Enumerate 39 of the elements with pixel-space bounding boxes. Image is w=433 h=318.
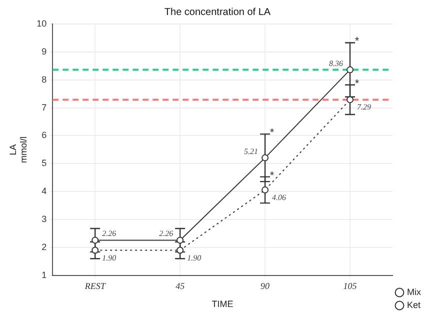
point bbox=[176, 246, 184, 254]
annotation: * bbox=[354, 78, 360, 90]
x-axis-title: TIME bbox=[212, 299, 234, 310]
x-tick-label: 105 bbox=[343, 281, 358, 292]
y-tick-label: 7 bbox=[42, 102, 47, 112]
y-tick-label: 1 bbox=[42, 270, 47, 280]
y-tick-label: 3 bbox=[42, 214, 47, 224]
y-tick-label: 8 bbox=[42, 74, 47, 84]
y-tick-label: 4 bbox=[42, 186, 47, 196]
chart-title: The concentration of LA bbox=[164, 6, 271, 18]
data-label: 4.06 bbox=[272, 192, 286, 202]
y-tick-label: 9 bbox=[42, 46, 47, 56]
y-axis-title: LA mmol/l bbox=[8, 136, 29, 163]
y-tick-label: 10 bbox=[36, 18, 47, 28]
legend-label: Ket bbox=[407, 300, 422, 310]
point bbox=[92, 246, 99, 254]
data-label: 5.21 bbox=[244, 146, 258, 156]
legend-label: Mix bbox=[407, 286, 422, 297]
data-label: 2.26 bbox=[159, 229, 174, 238]
annotation: * bbox=[270, 127, 275, 140]
data-label: 1.90 bbox=[187, 253, 202, 262]
y-tick-label: 5 bbox=[42, 158, 47, 168]
data-label: 8.36 bbox=[329, 58, 344, 68]
data-label: 2.26 bbox=[102, 229, 116, 238]
point bbox=[262, 186, 269, 194]
data-label: 1.90 bbox=[102, 253, 116, 262]
point bbox=[346, 96, 354, 104]
y-tick-label: 6 bbox=[42, 130, 47, 140]
point bbox=[176, 236, 184, 244]
point bbox=[262, 154, 269, 162]
point bbox=[346, 66, 354, 74]
annotation: * bbox=[354, 36, 360, 48]
annotation: * bbox=[270, 170, 275, 182]
point bbox=[92, 236, 99, 244]
y-tick-label: 2 bbox=[42, 242, 47, 252]
data-label: 7.29 bbox=[357, 102, 372, 112]
x-tick-label: REST bbox=[84, 281, 106, 292]
x-tick-label: 45 bbox=[176, 281, 186, 292]
x-tick-label: 90 bbox=[260, 281, 270, 292]
